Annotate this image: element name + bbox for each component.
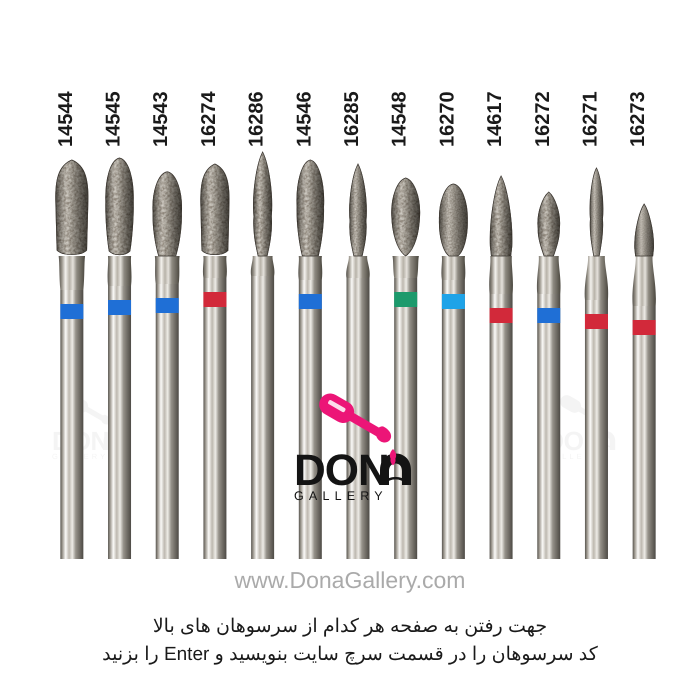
svg-text:GALLERY: GALLERY [294,489,388,503]
svg-text:14548: 14548 [389,91,411,147]
svg-text:کد سرسوهان را در قسمت سرچ سایت: کد سرسوهان را در قسمت سرچ سایت بنویسید و… [102,644,599,665]
svg-text:16274: 16274 [198,91,220,147]
svg-text:جهت رفتن به صفحه هر کدام از سر: جهت رفتن به صفحه هر کدام از سرسوهان های … [153,616,547,637]
svg-text:16273: 16273 [627,91,649,147]
svg-text:16285: 16285 [341,91,363,147]
svg-text:16271: 16271 [579,91,601,147]
svg-text:14545: 14545 [103,91,125,147]
svg-text:DON: DON [294,446,389,495]
svg-text:16270: 16270 [436,91,458,147]
svg-text:14544: 14544 [55,91,77,147]
svg-text:14546: 14546 [293,91,315,147]
svg-text:16272: 16272 [532,91,554,147]
svg-text:14543: 14543 [150,91,172,147]
svg-text:16286: 16286 [246,91,268,147]
svg-text:14617: 14617 [484,91,506,147]
svg-text:www.DonaGallery.com: www.DonaGallery.com [234,567,466,593]
